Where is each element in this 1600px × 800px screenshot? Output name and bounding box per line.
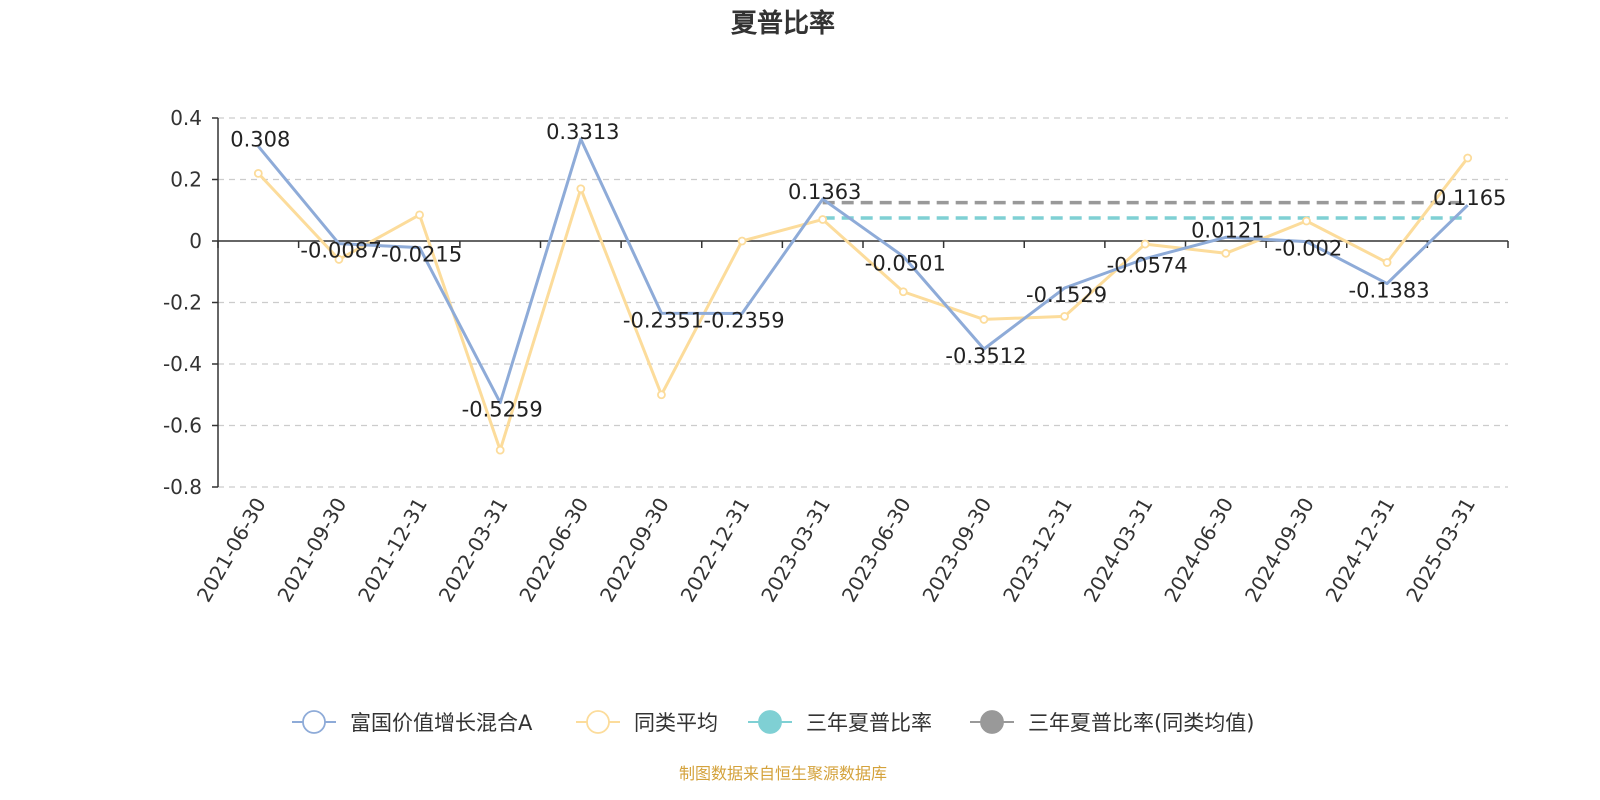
- x-tick-label: 2021-06-30: [192, 494, 271, 607]
- legend-label: 三年夏普比率(同类均值): [1028, 711, 1254, 735]
- data-labels: 0.308-0.0087 -0.0215-0.52590.3313-0.2351-…: [230, 120, 1506, 422]
- legend-item: 富国价值增长混合A: [292, 710, 533, 735]
- x-tick-label: 2024-03-31: [1079, 494, 1158, 607]
- x-tick-label: 2022-06-30: [514, 494, 593, 607]
- x-tick-label: 2024-06-30: [1159, 494, 1238, 607]
- average-point: [495, 445, 505, 455]
- x-tick-label: 2022-12-31: [675, 494, 754, 607]
- data-label: -0.2359: [704, 309, 785, 333]
- legend-marker: [586, 710, 610, 734]
- average-point: [1382, 258, 1392, 267]
- data-label: -0.1383: [1349, 279, 1430, 303]
- y-tick-label: -0.8: [163, 475, 202, 499]
- legend-item: 三年夏普比率: [748, 710, 932, 735]
- y-tick-label: 0.4: [170, 106, 202, 130]
- legend: 富国价值增长混合A 同类平均 三年夏普比率 三年夏普比率(同类均值): [292, 710, 1254, 735]
- x-tick-label: 2023-12-31: [998, 494, 1077, 607]
- average-point: [1221, 248, 1231, 258]
- x-tick-label: 2025-03-31: [1401, 494, 1480, 607]
- data-label: -0.002: [1275, 237, 1343, 261]
- average-point: [415, 210, 424, 220]
- data-label: -0.5259: [462, 398, 543, 422]
- average-point: [818, 215, 828, 224]
- data-label: -0.0215: [381, 243, 462, 267]
- data-label: -0.3512: [945, 344, 1026, 368]
- chart-title: 夏普比率: [731, 8, 835, 39]
- series-lines: [253, 137, 1473, 455]
- x-tick-label: 2023-06-30: [837, 494, 916, 607]
- legend-item: 同类平均: [576, 710, 718, 735]
- average-point: [1302, 216, 1311, 226]
- y-tick-label: -0.4: [163, 352, 202, 376]
- average-series-line: [257, 157, 1469, 452]
- data-label: -0.1529: [1026, 283, 1107, 307]
- data-label: 0.1363: [788, 180, 861, 204]
- x-tick-label: 2021-09-30: [272, 494, 351, 607]
- data-label: 0.308: [230, 127, 290, 151]
- data-label: 0.3313: [546, 120, 619, 144]
- y-tick-label: 0: [189, 229, 202, 253]
- legend-item: 三年夏普比率(同类均值): [970, 710, 1254, 735]
- legend-label: 三年夏普比率: [806, 711, 932, 735]
- y-tick-label: -0.2: [163, 291, 202, 315]
- reference-lines: [822, 200, 1468, 220]
- y-tick-label: -0.6: [163, 414, 202, 438]
- average-point: [576, 184, 586, 194]
- legend-marker: [758, 710, 782, 734]
- average-point: [1463, 153, 1473, 163]
- average-point: [1140, 239, 1150, 249]
- data-label: -0.0501: [865, 251, 946, 275]
- source-note: 制图数据来自恒生聚源数据库: [679, 764, 887, 783]
- grid-lines: [218, 117, 1508, 488]
- average-point: [657, 390, 666, 400]
- average-point: [737, 236, 747, 246]
- average-point: [979, 315, 989, 324]
- y-tick-label: 0.2: [170, 168, 202, 192]
- average-point: [1060, 311, 1069, 321]
- data-label: -0.2351: [623, 308, 704, 332]
- x-tick-label: 2022-03-31: [434, 494, 513, 607]
- data-label: 0.1165: [1433, 186, 1506, 210]
- average-point: [898, 287, 908, 297]
- data-label: -0.0087: [300, 239, 381, 263]
- x-tick-label: 2024-12-31: [1320, 494, 1399, 607]
- legend-marker: [980, 710, 1004, 734]
- legend-label: 富国价值增长混合A: [350, 711, 533, 735]
- data-label: 0.0121: [1191, 218, 1264, 242]
- legend-label: 同类平均: [634, 711, 718, 735]
- x-tick-label: 2022-09-30: [595, 494, 674, 607]
- x-tick-label: 2023-09-30: [917, 494, 996, 607]
- average-point: [253, 168, 263, 178]
- average-point: [334, 255, 344, 264]
- data-label: -0.0574: [1107, 254, 1188, 278]
- fund-series-line: [257, 137, 1469, 405]
- legend-marker: [302, 710, 326, 734]
- x-tick-label: 2021-12-31: [353, 494, 432, 607]
- x-tick-label: 2023-03-31: [756, 494, 835, 607]
- x-tick-label: 2024-09-30: [1240, 494, 1319, 607]
